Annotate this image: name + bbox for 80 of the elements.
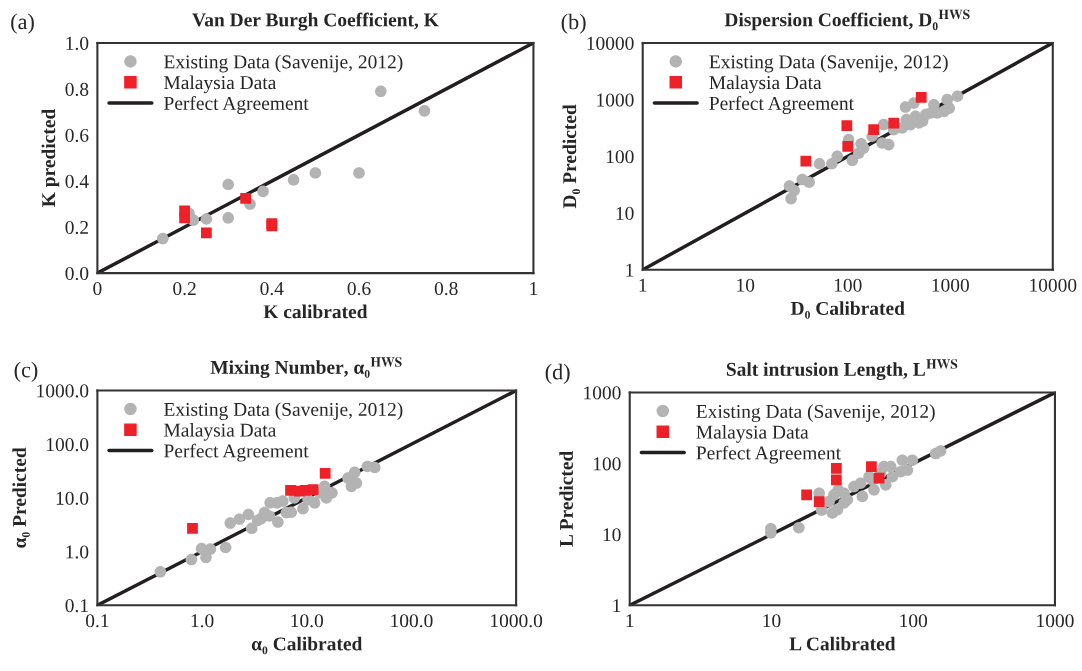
text: (d) — [545, 363, 570, 385]
point — [418, 105, 431, 117]
y-tick-label: 1 — [613, 599, 621, 612]
y-tick-label: 1000 — [597, 93, 634, 107]
chart-title: Mixing Number, α₀$^{HWS}$ — [210, 357, 402, 379]
y-tick-label: 0.1 — [65, 599, 88, 613]
y-tick-label: 1 — [626, 263, 634, 277]
chart-title: Salt intrusion Length, L$^{HWS}$ — [726, 359, 958, 381]
point — [201, 227, 212, 239]
y-tick-label: 10 — [603, 528, 621, 542]
x-tick-label: 100.0 — [391, 614, 433, 628]
y-tick-label: 100 — [606, 150, 634, 164]
point — [156, 232, 169, 245]
legend-label: Existing Data (Savenije, 2012) — [164, 402, 403, 420]
point — [353, 167, 365, 179]
text: (c) — [14, 361, 38, 382]
x-axis-title: D₀ Calibrated — [790, 301, 905, 319]
x-axis-title: α₀ Calibrated — [251, 636, 363, 655]
x-tick-label: 0.8 — [434, 281, 458, 296]
y-axis-title: L Predicted — [559, 450, 573, 547]
x-tick-label: 1000 — [932, 278, 969, 292]
x-tick-label: 1000 — [1037, 614, 1074, 628]
x-tick-label: 0 — [93, 281, 102, 296]
y-tick-label: 0.2 — [65, 220, 88, 235]
text: (b) — [561, 13, 586, 34]
point — [222, 178, 234, 191]
legend-label: Existing Data (Savenije, 2012) — [709, 54, 948, 73]
legend-label: Perfect Agreement — [709, 96, 854, 114]
y-axis-title: D₀ Predicted — [562, 104, 581, 209]
chart-title: Van Der Burgh Coefficient, K — [192, 12, 439, 31]
legend-label: Existing Data (Savenije, 2012) — [164, 54, 403, 73]
point — [179, 212, 190, 224]
y-tick-label: 0.6 — [65, 128, 89, 143]
text: (a) — [11, 13, 34, 34]
y-tick-label: 1000 — [584, 386, 621, 400]
x-tick-label: 100 — [900, 614, 928, 628]
point — [200, 213, 213, 225]
x-tick-label: 100 — [834, 278, 862, 292]
x-axis-title: K calibrated — [263, 304, 368, 319]
x-tick-label: 10 — [737, 278, 755, 292]
legend-label: Malaysia Data — [696, 425, 809, 443]
y-tick-label: 0.4 — [65, 174, 89, 189]
y-tick-label: 10000 — [587, 36, 634, 50]
x-tick-label: 10 — [763, 614, 781, 628]
x-tick-label: 0.2 — [173, 281, 196, 296]
x-tick-label: 10000 — [1030, 278, 1077, 292]
y-tick-label: 100 — [593, 457, 621, 471]
legend-label: Malaysia Data — [164, 423, 277, 441]
legend-label: Perfect Agreement — [164, 443, 309, 462]
y-tick-label: 1.0 — [66, 545, 89, 559]
point — [287, 174, 300, 186]
point — [257, 185, 269, 198]
y-axis-title: K predicted — [41, 108, 60, 207]
chart-title: Dispersion Coefficient, D₀$^{HWS}$ — [724, 9, 970, 31]
y-tick-label: 1000.0 — [37, 384, 89, 398]
legend-label: Malaysia Data — [709, 75, 822, 94]
y-tick-label: 10 — [616, 206, 634, 220]
x-tick-label: 10.0 — [291, 614, 324, 628]
legend-label: Malaysia Data — [164, 75, 277, 94]
x-tick-label: 0.6 — [347, 281, 371, 296]
legend-label: Perfect Agreement — [696, 445, 841, 464]
x-tick-label: 0.1 — [85, 614, 109, 628]
legend-label: Perfect Agreement — [164, 96, 309, 114]
x-axis-title: L Calibrated — [789, 636, 896, 651]
point — [222, 212, 234, 224]
y-tick-label: 0.8 — [65, 82, 89, 96]
x-tick-label: 1 — [530, 282, 538, 295]
legend-label: Existing Data (Savenije, 2012) — [696, 404, 935, 423]
x-tick-label: 1 — [639, 278, 647, 292]
y-tick-label: 0.0 — [65, 266, 89, 281]
y-axis-title: α₀ Predicted — [12, 447, 30, 548]
y-tick-label: 100.0 — [47, 438, 89, 452]
y-tick-label: 1.0 — [66, 36, 89, 50]
x-tick-label: 1000.0 — [491, 614, 543, 628]
y-tick-label: 10.0 — [56, 491, 89, 505]
point — [309, 167, 322, 179]
x-tick-label: 1.0 — [191, 614, 214, 628]
x-tick-label: 0.4 — [260, 281, 284, 296]
point — [240, 192, 252, 204]
point — [375, 85, 387, 98]
